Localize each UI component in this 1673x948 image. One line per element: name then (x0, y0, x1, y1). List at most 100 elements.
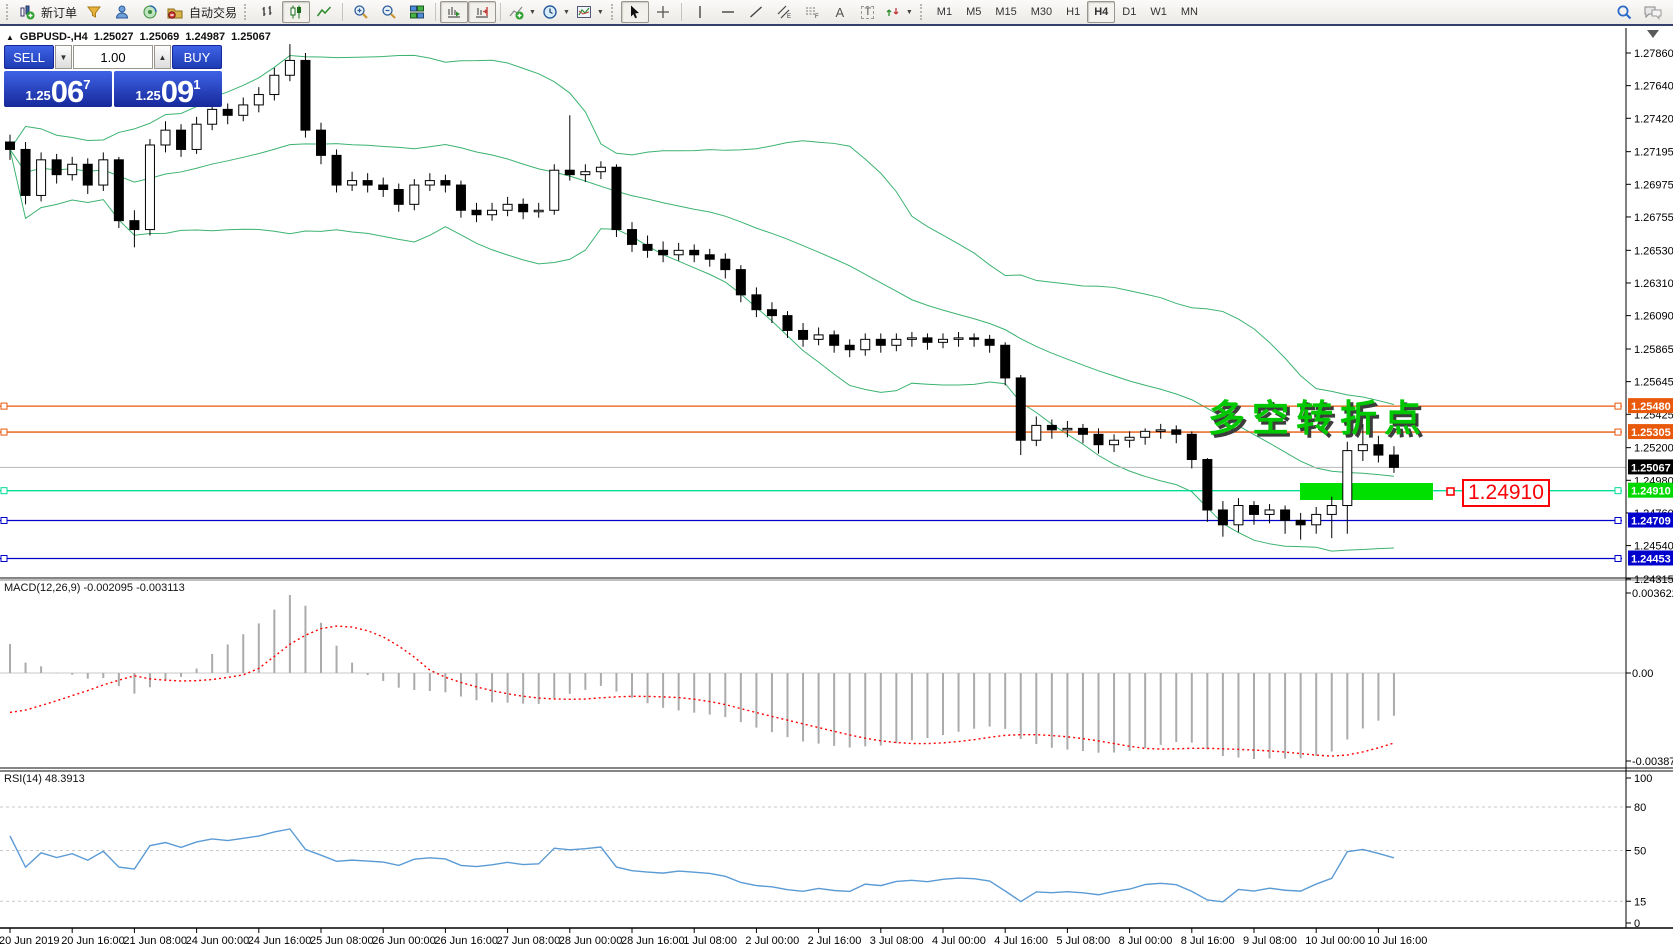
chart-text-annotation[interactable]: 多空转折点 (1208, 398, 1428, 439)
timeframe-m15[interactable]: M15 (995, 6, 1017, 18)
toolbar-separator (500, 3, 502, 21)
text-button[interactable]: A (826, 1, 854, 23)
bar-chart-button[interactable] (254, 1, 282, 23)
candle-body (922, 337, 933, 343)
price-tick-label: 1.27640 (1634, 81, 1673, 93)
price-tag-label: 1.24910 (1631, 486, 1671, 498)
toolbar-grip[interactable] (610, 4, 617, 20)
signals-button[interactable] (136, 1, 164, 23)
arrows-button[interactable]: ▼ (882, 1, 916, 23)
candle-body (1015, 377, 1026, 441)
timeframe-w1[interactable]: W1 (1150, 6, 1167, 18)
time-tick-label: 4 Jul 16:00 (994, 935, 1048, 947)
candle-body (813, 334, 824, 340)
rsi-line (9, 828, 1395, 903)
line-chart-button[interactable] (310, 1, 338, 23)
indicators-button[interactable]: ▼ (505, 1, 539, 23)
candle-body (393, 188, 404, 205)
timeframe-d1[interactable]: D1 (1122, 6, 1137, 18)
fibonacci-button[interactable]: F (798, 1, 826, 23)
chevron-down-icon[interactable]: ▼ (596, 8, 604, 16)
time-tick-label: 2 Jul 16:00 (808, 935, 862, 947)
search-icon[interactable] (1616, 4, 1633, 21)
equidistant-channel-button[interactable]: E (770, 1, 798, 23)
candle-body (238, 104, 249, 116)
chevron-down-icon[interactable]: ▼ (562, 8, 570, 16)
timeframe-m30[interactable]: M30 (1030, 6, 1053, 18)
trendline-button[interactable] (742, 1, 770, 23)
zoom-in-icon (354, 5, 368, 19)
autotrading-button[interactable]: 自动交易 (164, 1, 240, 23)
timeframe-m1[interactable]: M1 (936, 6, 953, 18)
horizontal-line-icon (721, 11, 734, 13)
cursor-button[interactable] (620, 1, 649, 23)
callout-anchor-marker[interactable] (1446, 487, 1455, 496)
vertical-line-button[interactable] (686, 1, 714, 23)
rsi-scale-label: 50 (1634, 846, 1646, 858)
timeframe-h4[interactable]: H4 (1087, 1, 1116, 23)
timeframe-h1[interactable]: H1 (1066, 6, 1081, 18)
candle-body (1217, 509, 1228, 526)
tile-windows-button[interactable] (403, 1, 431, 23)
volume-input[interactable] (73, 45, 153, 69)
bb-upper-band (9, 54, 1395, 405)
timeframe-m5[interactable]: M5 (966, 6, 982, 18)
price-level-lines[interactable] (0, 402, 1626, 562)
chevron-down-icon[interactable]: ▼ (905, 8, 913, 16)
crosshair-icon (656, 6, 669, 18)
sell-button[interactable]: SELL (4, 45, 54, 69)
volume-down-button[interactable]: ▼ (55, 45, 72, 69)
time-tick-label: 20 Jun 16:00 (61, 935, 125, 947)
candle-body (1295, 519, 1306, 526)
zoom-in-button[interactable] (347, 1, 375, 23)
text-label-button[interactable]: T (854, 1, 882, 23)
volume-up-button[interactable]: ▲ (154, 45, 171, 69)
history-center-button[interactable] (80, 1, 108, 23)
chart-shift-button[interactable] (468, 1, 497, 23)
templates-button[interactable]: ▼ (573, 1, 607, 23)
toolbar-grip[interactable] (244, 4, 250, 20)
candle-body (1249, 505, 1259, 515)
price-tags: 1.25480 1.25305 1.24910 1.24709 1.24453 1.250… (1628, 398, 1673, 566)
price-tag-label: 1.25067 (1631, 462, 1671, 474)
price-tag (1628, 398, 1673, 414)
candle-body (1186, 433, 1197, 461)
candle-body (642, 243, 653, 251)
line-chart-icon (316, 6, 332, 17)
trendline-icon (749, 6, 762, 18)
periods-button[interactable]: ▼ (539, 1, 573, 23)
chevron-down-icon[interactable]: ▼ (529, 8, 536, 16)
chart-window: 1.27860 1.27640 1.27420 1.27195 1.26975 1.267… (0, 28, 1673, 948)
time-tick-label: 24 Jun 00:00 (186, 935, 250, 947)
toolbar-separator (435, 3, 437, 21)
toolbar-grip[interactable] (6, 4, 12, 20)
horizontal-line-button[interactable] (714, 1, 742, 23)
zoom-out-button[interactable] (375, 1, 403, 23)
auto-scroll-icon (448, 7, 461, 18)
price-tick-label: 1.27195 (1634, 147, 1673, 159)
chat-icon[interactable] (1643, 4, 1663, 20)
arrows-icon (886, 8, 899, 16)
clock-icon (543, 5, 557, 19)
contacts-button[interactable] (108, 1, 136, 23)
time-tick-label: 28 Jun 16:00 (621, 935, 685, 947)
crosshair-button[interactable] (649, 1, 677, 23)
new-order-button[interactable]: 新订单 (16, 1, 80, 23)
highlight-rectangle[interactable] (1300, 483, 1433, 500)
chart-canvas[interactable]: 1.27860 1.27640 1.27420 1.27195 1.26975 1.267… (0, 28, 1673, 948)
chart-scroll-marker[interactable] (1647, 30, 1659, 38)
toolbar-grip[interactable] (919, 4, 926, 20)
candle-body (284, 59, 295, 76)
buy-price-box[interactable]: 1.25 09 1 (114, 71, 222, 107)
price-callout-label[interactable]: 1.24910 (1462, 479, 1550, 507)
auto-scroll-button[interactable] (440, 1, 469, 23)
timeframe-mn[interactable]: MN (1180, 6, 1198, 18)
price-tag (1628, 550, 1673, 566)
candle-body (720, 258, 731, 271)
candle-body (580, 171, 591, 176)
sell-price-box[interactable]: 1.25 06 7 (4, 71, 112, 107)
buy-button[interactable]: BUY (172, 45, 222, 69)
candlestick-chart-button[interactable] (282, 1, 311, 23)
high-value: 1.25069 (139, 31, 180, 43)
macd-indicator-label: MACD(12,26,9) -0.002095 -0.003113 (4, 582, 185, 594)
